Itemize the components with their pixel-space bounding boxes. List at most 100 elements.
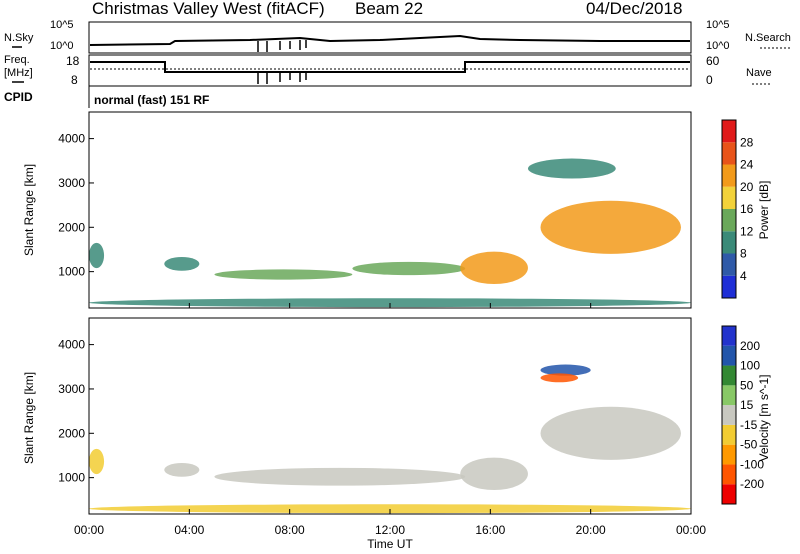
power-y-axis-label: Slant Range [km] xyxy=(22,164,36,256)
freq-dropouts xyxy=(257,72,307,84)
nsky-trace xyxy=(89,34,690,46)
power-colorbar-swatch-7 xyxy=(722,120,736,143)
velocity-colorbar-tick-6: -100 xyxy=(740,457,764,471)
velocity-regions xyxy=(89,364,691,514)
power-colorbar-tick-1: 8 xyxy=(740,247,747,261)
power-echo-region-2 xyxy=(214,269,353,280)
velocity-y-tick-label-2: 3000 xyxy=(58,382,85,396)
cpid-label: CPID xyxy=(4,90,33,104)
power-colorbar-tick-0: 4 xyxy=(740,269,747,283)
velocity-echo-region-6 xyxy=(540,373,579,383)
power-colorbar: 4 8 12 16 20 24 28 xyxy=(721,119,754,299)
noise-panel-frame xyxy=(88,21,692,54)
noise-tick-low-left: 10^0 xyxy=(50,40,74,52)
velocity-colorbar-tick-5: -50 xyxy=(740,438,758,452)
power-colorbar-swatch-6 xyxy=(722,142,736,165)
velocity-echo-region-1 xyxy=(164,463,200,477)
cpid-value: normal (fast) 151 RF xyxy=(94,93,209,107)
freq-unit: [MHz] xyxy=(4,67,33,79)
power-echo-region-0 xyxy=(89,242,105,269)
velocity-colorbar-tick-2: 50 xyxy=(740,378,754,392)
velocity-colorbar-tick-4: -15 xyxy=(740,418,758,432)
power-colorbar-tick-6: 28 xyxy=(740,135,754,149)
velocity-colorbar-swatch-6 xyxy=(722,365,736,386)
velocity-colorbar-swatch-8 xyxy=(722,326,736,346)
velocity-echo-region-3 xyxy=(460,457,528,491)
velocity-echo-region-0 xyxy=(89,448,105,475)
power-echo-region-6 xyxy=(527,158,616,179)
velocity-echo-region-5 xyxy=(540,364,591,376)
velocity-echo-region-4 xyxy=(540,406,681,460)
velocity-colorbar-swatch-0 xyxy=(722,484,736,504)
velocity-y-axis-label: Slant Range [km] xyxy=(22,372,36,464)
power-y-tick-label-0: 1000 xyxy=(58,265,85,279)
velocity-colorbar-swatch-2 xyxy=(722,444,736,465)
power-colorbar-swatch-2 xyxy=(722,231,736,254)
power-colorbar-tick-3: 16 xyxy=(740,202,754,216)
x-tick-label-0: 00:00 xyxy=(74,523,104,537)
x-tick-label-2: 08:00 xyxy=(275,523,305,537)
power-colorbar-swatch-0 xyxy=(722,275,736,298)
velocity-colorbar-swatch-3 xyxy=(722,424,736,445)
power-regions xyxy=(89,158,691,308)
freq-label: Freq. xyxy=(4,54,30,66)
power-colorbar-swatch-3 xyxy=(722,209,736,232)
noise-dropouts xyxy=(257,40,307,52)
power-colorbar-tick-4: 20 xyxy=(740,180,754,194)
power-echo-region-1 xyxy=(164,257,200,271)
x-axis-ticks: 00:00 04:00 08:00 12:00 16:00 20:00 00:00 xyxy=(74,303,706,537)
power-echo-region-5 xyxy=(540,200,681,254)
power-colorbar-label: Power [dB] xyxy=(757,181,771,240)
velocity-colorbar-swatch-1 xyxy=(722,464,736,485)
nave-tick-high: 60 xyxy=(706,54,720,68)
velocity-colorbar-label: Velocity [m s^-1] xyxy=(757,375,771,462)
power-colorbar-frame xyxy=(721,119,737,299)
date-title: 04/Dec/2018 xyxy=(586,0,682,18)
velocity-colorbar-swatch-7 xyxy=(722,345,736,366)
x-tick-label-6: 00:00 xyxy=(676,523,706,537)
velocity-colorbar-tick-1: 100 xyxy=(740,359,760,373)
nave-tick-low: 0 xyxy=(706,73,713,87)
x-axis-label: Time UT xyxy=(367,537,413,551)
x-tick-label-3: 12:00 xyxy=(375,523,405,537)
power-panel: 1000 2000 3000 4000 Slant Range [km] xyxy=(22,111,692,309)
velocity-echo-region-7 xyxy=(89,504,691,514)
power-colorbar-swatch-1 xyxy=(722,253,736,276)
nsky-label: N.Sky xyxy=(4,32,34,44)
power-y-tick-label-3: 4000 xyxy=(58,132,85,146)
station-title: Christmas Valley West (fitACF) xyxy=(92,0,325,18)
velocity-colorbar-frame xyxy=(721,325,737,505)
velocity-colorbar: 200 100 50 15 -15 -50 -100 -200 xyxy=(721,325,764,505)
velocity-colorbar-swatch-5 xyxy=(722,385,736,406)
noise-tick-low-right: 10^0 xyxy=(706,40,730,52)
freq-tick-high: 18 xyxy=(66,54,80,68)
velocity-echo-region-2 xyxy=(214,467,466,486)
power-colorbar-swatch-4 xyxy=(722,186,736,209)
power-colorbar-tick-5: 24 xyxy=(740,158,754,172)
freq-trace xyxy=(90,61,690,73)
beam-title: Beam 22 xyxy=(355,0,423,18)
power-echo-region-3 xyxy=(352,261,466,276)
velocity-panel: 1000 2000 3000 4000 Slant Range [km] xyxy=(22,317,692,515)
freq-panel-frame xyxy=(88,54,692,87)
velocity-y-tick-label-3: 4000 xyxy=(58,338,85,352)
x-tick-label-4: 16:00 xyxy=(475,523,505,537)
power-y-ticks: 1000 2000 3000 4000 xyxy=(58,132,94,279)
velocity-y-tick-label-1: 2000 xyxy=(58,426,85,440)
velocity-colorbar-tick-0: 200 xyxy=(740,339,760,353)
power-y-tick-label-1: 2000 xyxy=(58,220,85,234)
power-colorbar-tick-2: 12 xyxy=(740,224,754,238)
power-colorbar-swatch-5 xyxy=(722,164,736,187)
power-echo-region-7 xyxy=(89,298,691,308)
velocity-y-ticks: 1000 2000 3000 4000 xyxy=(58,338,94,485)
velocity-colorbar-swatch-4 xyxy=(722,405,736,425)
power-echo-region-4 xyxy=(460,251,528,285)
nave-label: Nave xyxy=(746,67,772,79)
power-y-tick-label-2: 3000 xyxy=(58,176,85,190)
x-tick-label-5: 20:00 xyxy=(576,523,606,537)
nsearch-label: N.Search xyxy=(745,32,791,44)
velocity-y-tick-label-0: 1000 xyxy=(58,471,85,485)
velocity-colorbar-tick-7: -200 xyxy=(740,477,764,491)
freq-tick-low: 8 xyxy=(71,73,78,87)
